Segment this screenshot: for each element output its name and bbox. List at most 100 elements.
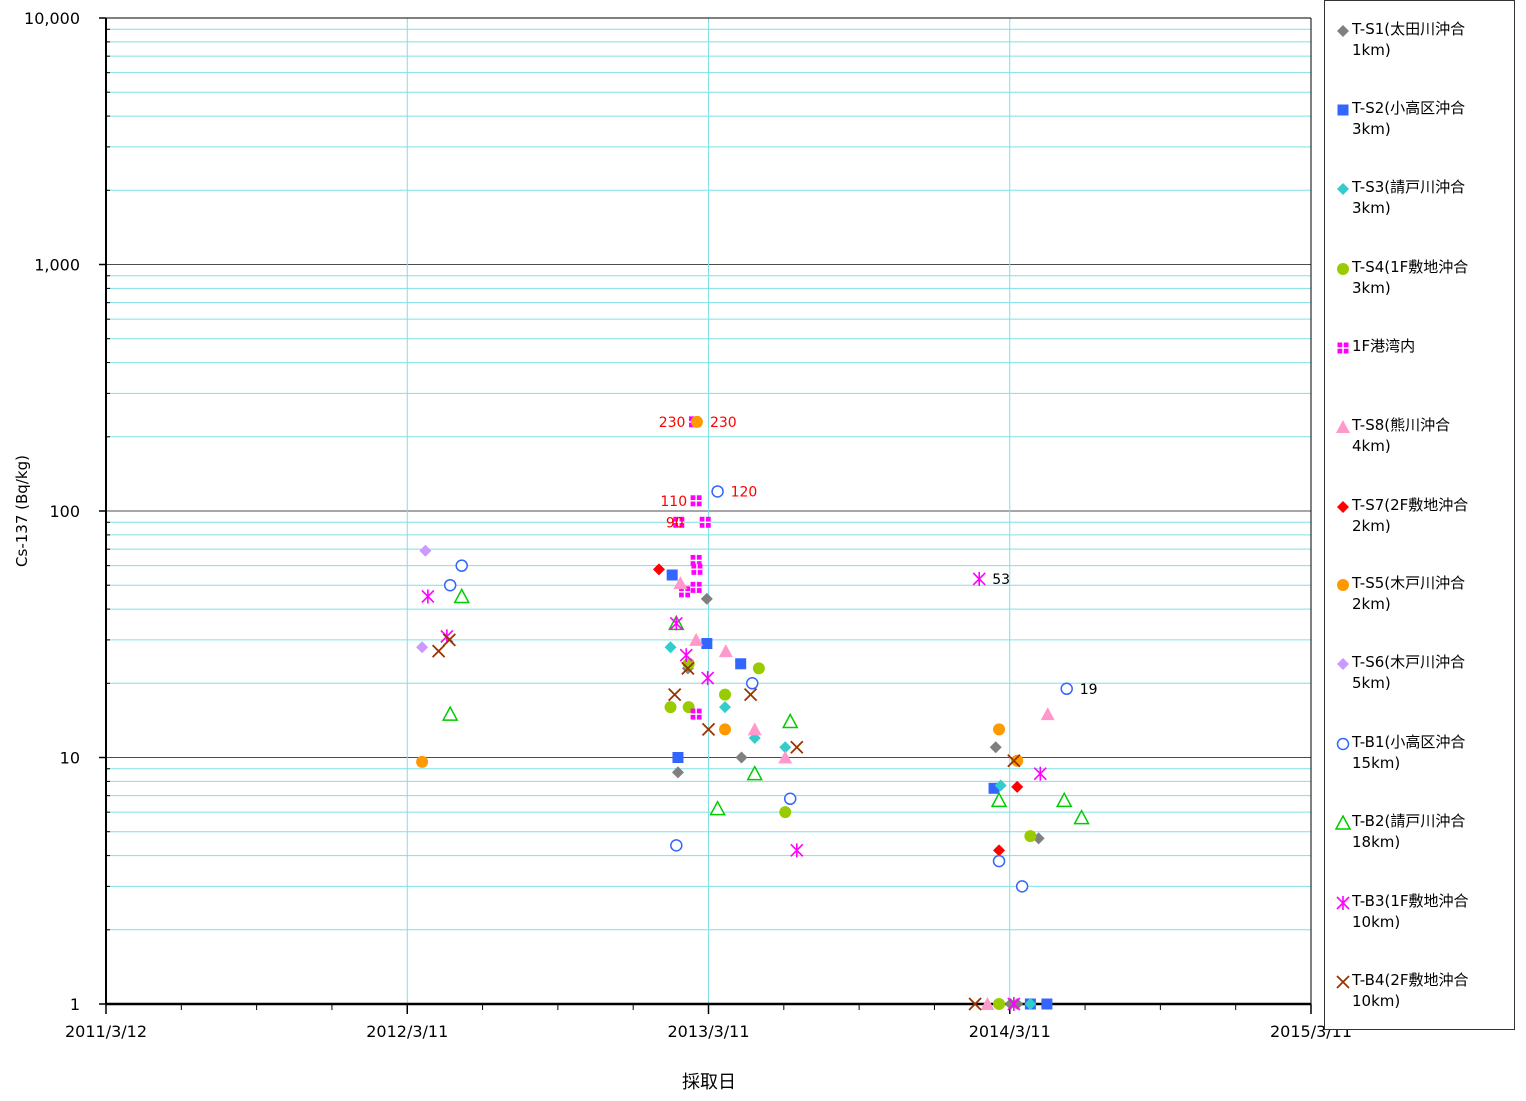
data-point xyxy=(719,723,731,735)
legend-label: T-S1(太田川沖合 1km) xyxy=(1335,19,1513,61)
data-point xyxy=(701,638,712,649)
data-label: 230 xyxy=(659,415,686,431)
legend-label: T-S2(小高区沖合 3km) xyxy=(1335,98,1513,140)
legend-item: T-S6(木戸川沖合 5km) xyxy=(1335,652,1513,694)
legend-label: T-B3(1F敷地沖合 10km) xyxy=(1335,891,1513,933)
x-tick-label: 2012/3/11 xyxy=(366,1022,448,1041)
data-point xyxy=(719,689,731,701)
legend-marker xyxy=(1335,895,1351,911)
x-tick-label: 2011/3/12 xyxy=(65,1022,147,1041)
legend-marker xyxy=(1335,499,1351,515)
legend-marker-shape xyxy=(1337,501,1349,513)
legend-item: T-B2(請戸川沖合 18km) xyxy=(1335,811,1513,853)
legend-marker-shape xyxy=(1338,105,1349,116)
legend-item: T-S1(太田川沖合 1km) xyxy=(1335,19,1513,61)
data-point xyxy=(672,752,683,763)
legend-item: T-B3(1F敷地沖合 10km) xyxy=(1335,891,1513,933)
y-axis-title: Cs-137 (Bq/kg) xyxy=(13,455,31,567)
data-point xyxy=(691,495,702,506)
data-point xyxy=(700,517,711,528)
legend-marker xyxy=(1335,340,1351,356)
legend-marker-shape xyxy=(1338,343,1349,354)
legend-label: T-S3(請戸川沖合 3km) xyxy=(1335,177,1513,219)
data-label: 230 xyxy=(710,415,737,431)
data-label: 53 xyxy=(992,572,1010,588)
data-point xyxy=(994,856,1005,867)
legend-marker-shape xyxy=(1338,739,1349,750)
data-point xyxy=(667,570,678,581)
data-point xyxy=(1061,683,1072,694)
data-label: 120 xyxy=(731,484,758,500)
data-label: 19 xyxy=(1080,682,1098,698)
legend-label: T-S5(木戸川沖合 2km) xyxy=(1335,573,1513,615)
data-point xyxy=(993,723,1005,735)
data-point xyxy=(779,806,791,818)
data-point xyxy=(671,840,682,851)
legend-marker-shape xyxy=(1337,976,1349,988)
legend-marker-shape xyxy=(1337,579,1349,591)
x-tick-label: 2014/3/11 xyxy=(969,1022,1051,1041)
data-point xyxy=(712,486,723,497)
legend-marker-shape xyxy=(1337,183,1349,195)
legend-item: T-S3(請戸川沖合 3km) xyxy=(1335,177,1513,219)
data-point xyxy=(1041,999,1052,1010)
legend: T-S1(太田川沖合 1km) T-S2(小高区沖合 3km) T-S3(請戸川沖合… xyxy=(1324,0,1515,1030)
data-point xyxy=(691,416,703,428)
data-point xyxy=(993,998,1005,1010)
legend-label: 1F港湾内 xyxy=(1335,336,1513,357)
legend-marker-shape xyxy=(1336,816,1350,829)
data-point xyxy=(691,709,702,720)
legend-item: 1F港湾内 xyxy=(1335,336,1513,357)
legend-label: T-B4(2F敷地沖合 10km) xyxy=(1335,970,1513,1012)
legend-marker xyxy=(1335,577,1351,593)
y-tick-label: 1,000 xyxy=(34,256,80,275)
y-tick-label: 10 xyxy=(60,749,80,768)
legend-label: T-S4(1F敷地沖合 3km) xyxy=(1335,257,1513,299)
data-label: 110 xyxy=(660,494,687,510)
data-point xyxy=(753,662,765,674)
legend-marker xyxy=(1335,656,1351,672)
legend-marker xyxy=(1335,23,1351,39)
legend-marker-shape xyxy=(1337,263,1349,275)
legend-label: T-S8(熊川沖合 4km) xyxy=(1335,415,1513,457)
legend-item: T-S8(熊川沖合 4km) xyxy=(1335,415,1513,457)
legend-marker-shape xyxy=(1336,420,1350,433)
data-point xyxy=(785,793,796,804)
data-label: 90 xyxy=(666,515,684,531)
legend-item: T-S2(小高区沖合 3km) xyxy=(1335,98,1513,140)
grid-layer xyxy=(106,18,1311,1004)
data-point xyxy=(735,658,746,669)
data-point xyxy=(445,580,456,591)
legend-marker xyxy=(1335,181,1351,197)
legend-marker xyxy=(1335,736,1351,752)
legend-item: T-S7(2F敷地沖合 2km) xyxy=(1335,495,1513,537)
x-tick-label: 2013/3/11 xyxy=(667,1022,749,1041)
data-point xyxy=(416,756,428,768)
data-point xyxy=(1024,830,1036,842)
legend-label: T-S7(2F敷地沖合 2km) xyxy=(1335,495,1513,537)
legend-marker-shape xyxy=(1337,896,1349,910)
legend-label: T-S6(木戸川沖合 5km) xyxy=(1335,652,1513,694)
legend-label: T-B1(小高区沖合 15km) xyxy=(1335,732,1513,774)
legend-item: T-B4(2F敷地沖合 10km) xyxy=(1335,970,1513,1012)
legend-marker xyxy=(1335,261,1351,277)
y-tick-label: 100 xyxy=(49,502,80,521)
legend-label: T-B2(請戸川沖合 18km) xyxy=(1335,811,1513,853)
legend-marker-shape xyxy=(1337,25,1349,37)
y-tick-label: 1 xyxy=(70,995,80,1014)
legend-marker xyxy=(1335,102,1351,118)
data-point xyxy=(456,560,467,571)
legend-marker xyxy=(1335,974,1351,990)
legend-marker-shape xyxy=(1337,658,1349,670)
legend-item: T-S4(1F敷地沖合 3km) xyxy=(1335,257,1513,299)
data-point xyxy=(1017,881,1028,892)
y-tick-label: 10,000 xyxy=(24,9,80,28)
data-point xyxy=(691,582,702,593)
legend-marker xyxy=(1335,815,1351,831)
legend-marker xyxy=(1335,419,1351,435)
data-point xyxy=(665,701,677,713)
data-point xyxy=(691,564,702,575)
legend-item: T-S5(木戸川沖合 2km) xyxy=(1335,573,1513,615)
